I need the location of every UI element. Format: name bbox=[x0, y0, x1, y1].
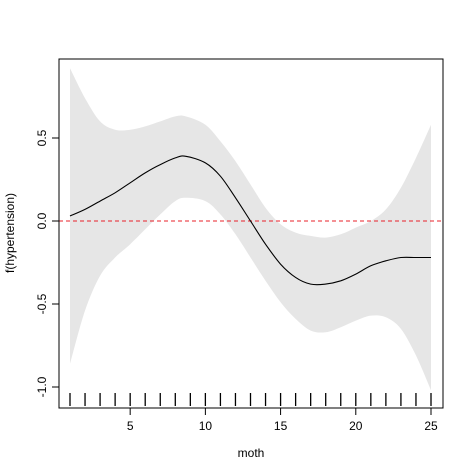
y-tick-label: -0.5 bbox=[35, 293, 49, 314]
plot-frame bbox=[58, 58, 444, 409]
y-tick-label: -1.0 bbox=[35, 376, 49, 397]
x-tick-label: 25 bbox=[424, 419, 438, 433]
x-tick-label: 20 bbox=[349, 419, 363, 433]
series-line bbox=[69, 155, 431, 286]
rug-layer bbox=[69, 393, 432, 406]
confidence-band bbox=[70, 68, 431, 391]
confidence-band-layer bbox=[70, 68, 431, 391]
x-tick-label: 5 bbox=[127, 419, 134, 433]
series-line-layer bbox=[69, 155, 431, 286]
y-tick-label: 0.0 bbox=[35, 212, 49, 229]
x-axis-label: moth bbox=[238, 446, 265, 460]
x-axis: 5 10 15 20 25 bbox=[127, 408, 438, 433]
y-tick-label: 0.5 bbox=[35, 129, 49, 146]
x-tick-label: 10 bbox=[199, 419, 213, 433]
x-tick-label: 15 bbox=[274, 419, 288, 433]
y-axis-label: f(hypertension) bbox=[3, 193, 17, 273]
y-axis: -1.0 -0.5 0.0 0.5 bbox=[35, 129, 59, 397]
